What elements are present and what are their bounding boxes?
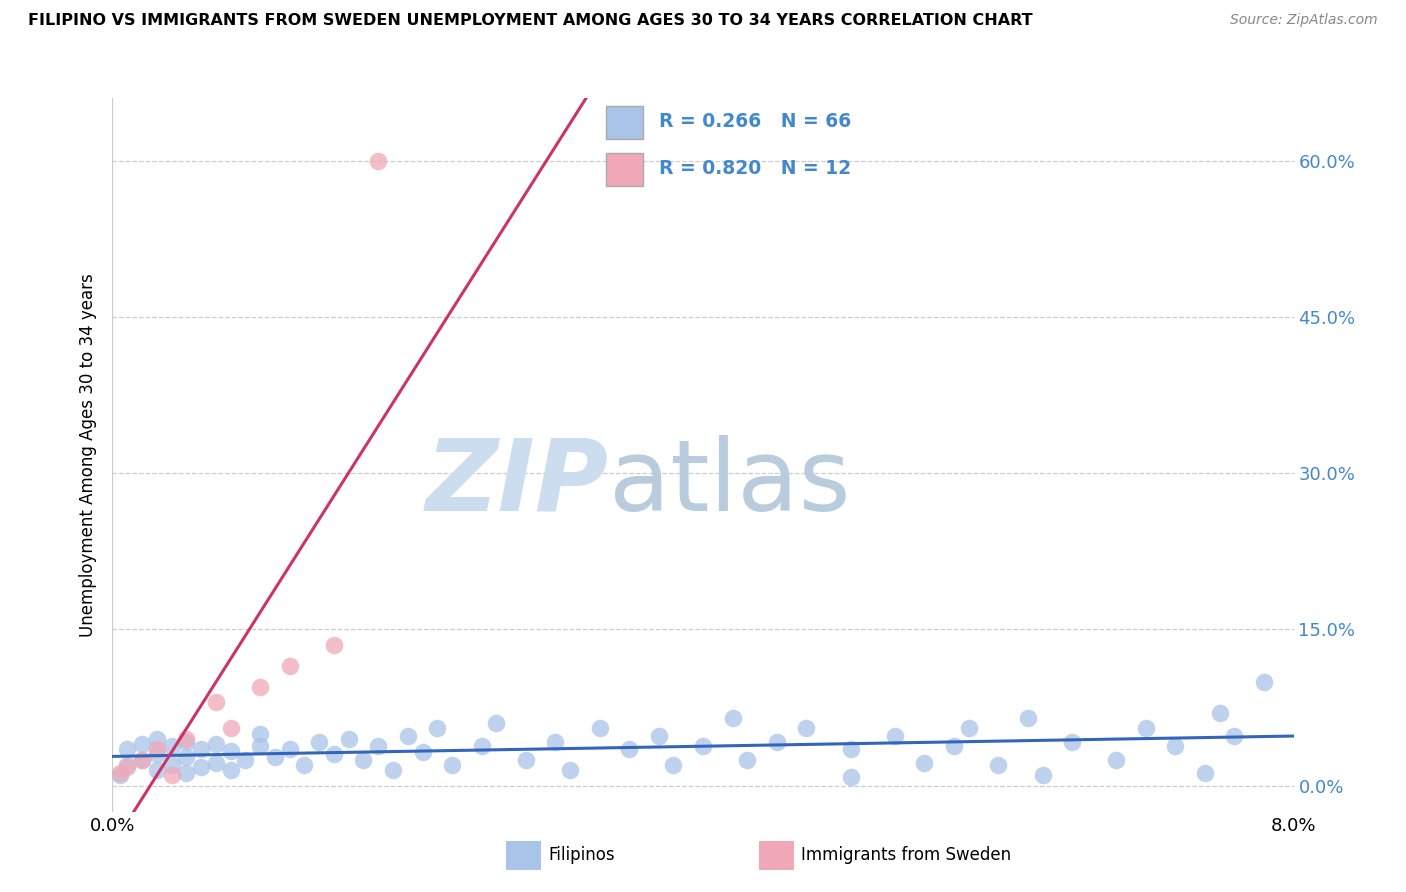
FancyBboxPatch shape bbox=[606, 106, 643, 139]
Point bbox=[382, 763, 405, 777]
Point bbox=[884, 729, 907, 743]
Point bbox=[278, 658, 301, 673]
Point bbox=[219, 763, 242, 777]
Point bbox=[471, 739, 494, 753]
Y-axis label: Unemployment Among Ages 30 to 34 years: Unemployment Among Ages 30 to 34 years bbox=[79, 273, 97, 637]
Point bbox=[662, 757, 685, 772]
Point bbox=[337, 731, 360, 746]
Point bbox=[174, 731, 197, 746]
Point bbox=[117, 757, 138, 772]
Point bbox=[1194, 766, 1216, 780]
Point bbox=[1105, 753, 1128, 767]
Point bbox=[131, 753, 153, 767]
Point bbox=[737, 753, 759, 767]
FancyBboxPatch shape bbox=[606, 153, 643, 186]
Point bbox=[308, 735, 330, 749]
Point bbox=[1032, 768, 1054, 782]
Point bbox=[1208, 706, 1232, 720]
Text: R = 0.820   N = 12: R = 0.820 N = 12 bbox=[658, 159, 851, 178]
Point bbox=[219, 744, 242, 758]
Text: Immigrants from Sweden: Immigrants from Sweden bbox=[801, 847, 1011, 864]
Point bbox=[412, 745, 434, 759]
Text: Filipinos: Filipinos bbox=[548, 847, 614, 864]
Point bbox=[796, 722, 818, 736]
Point bbox=[957, 722, 980, 736]
Point bbox=[205, 695, 228, 709]
Point bbox=[278, 742, 301, 756]
Point bbox=[174, 735, 197, 749]
Point bbox=[249, 680, 271, 694]
Point bbox=[323, 747, 346, 762]
Point bbox=[174, 766, 197, 780]
Text: atlas: atlas bbox=[609, 435, 851, 532]
Point bbox=[117, 742, 138, 756]
Point bbox=[146, 763, 169, 777]
Point bbox=[205, 737, 228, 751]
Point bbox=[323, 638, 346, 652]
Point bbox=[426, 722, 449, 736]
Point bbox=[441, 757, 464, 772]
Point bbox=[1223, 729, 1246, 743]
Point bbox=[160, 757, 183, 772]
Point bbox=[1062, 735, 1084, 749]
Point bbox=[485, 716, 508, 731]
Text: Source: ZipAtlas.com: Source: ZipAtlas.com bbox=[1230, 13, 1378, 28]
Point bbox=[108, 768, 131, 782]
Point bbox=[131, 753, 153, 767]
Point bbox=[264, 749, 287, 764]
Point bbox=[174, 749, 197, 764]
Point bbox=[1164, 739, 1187, 753]
Point bbox=[233, 753, 256, 767]
Point bbox=[352, 753, 374, 767]
Point bbox=[131, 737, 153, 751]
Point bbox=[367, 153, 389, 168]
Point bbox=[249, 739, 271, 753]
Point bbox=[1253, 674, 1275, 689]
Point bbox=[942, 739, 965, 753]
Point bbox=[292, 757, 315, 772]
Point bbox=[205, 756, 228, 770]
Point bbox=[839, 770, 862, 784]
Point bbox=[1017, 711, 1039, 725]
Point bbox=[146, 731, 169, 746]
Point bbox=[560, 763, 582, 777]
Point bbox=[914, 756, 936, 770]
Text: ZIP: ZIP bbox=[426, 435, 609, 532]
Point bbox=[146, 747, 169, 762]
Point bbox=[765, 735, 787, 749]
Point bbox=[619, 742, 641, 756]
Point bbox=[544, 735, 567, 749]
Point bbox=[160, 768, 183, 782]
Text: FILIPINO VS IMMIGRANTS FROM SWEDEN UNEMPLOYMENT AMONG AGES 30 TO 34 YEARS CORREL: FILIPINO VS IMMIGRANTS FROM SWEDEN UNEMP… bbox=[28, 13, 1033, 29]
Point bbox=[160, 739, 183, 753]
Point bbox=[396, 729, 419, 743]
Point bbox=[515, 753, 537, 767]
Point bbox=[367, 739, 389, 753]
Point bbox=[190, 742, 212, 756]
Text: R = 0.266   N = 66: R = 0.266 N = 66 bbox=[658, 112, 851, 131]
Point bbox=[721, 711, 744, 725]
Point bbox=[117, 760, 138, 774]
Point bbox=[249, 726, 271, 740]
Point bbox=[987, 757, 1010, 772]
Point bbox=[1135, 722, 1157, 736]
Point bbox=[219, 722, 242, 736]
Point bbox=[839, 742, 862, 756]
Point bbox=[692, 739, 714, 753]
Point bbox=[588, 722, 610, 736]
Point bbox=[647, 729, 671, 743]
Point bbox=[190, 760, 212, 774]
Point bbox=[146, 742, 169, 756]
Point bbox=[108, 766, 131, 780]
